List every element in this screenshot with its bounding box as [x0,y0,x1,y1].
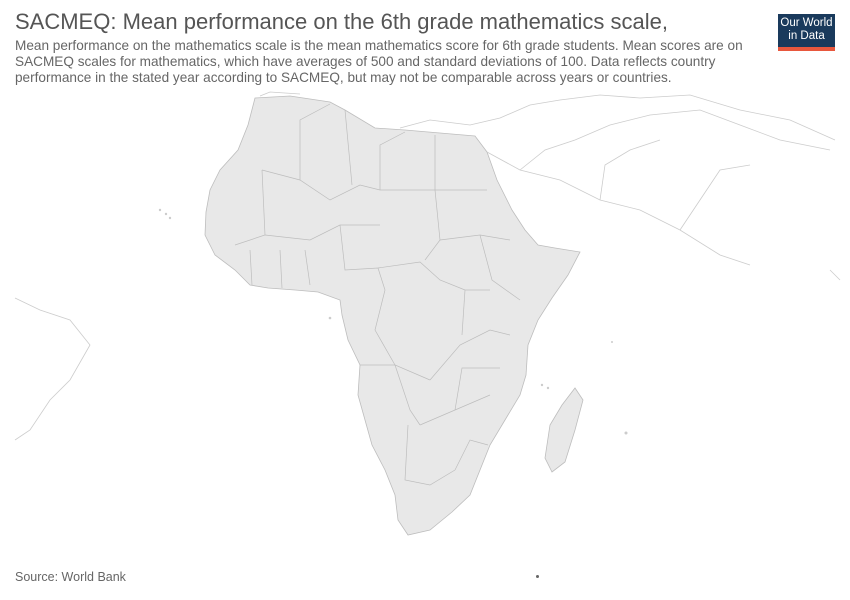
source-note: Source: World Bank [15,570,126,584]
madagascar[interactable] [544,387,584,473]
chart-title: SACMEQ: Mean performance on the 6th grad… [15,9,668,34]
owid-logo[interactable]: Our World in Data [778,14,835,51]
chart-subtitle: Mean performance on the mathematics scal… [15,38,743,85]
country-borders [234,103,521,486]
africa-landmass[interactable] [204,95,581,536]
surrounding-landmass-outlines [14,91,841,441]
small-islands [158,208,628,435]
timeline-marker[interactable] [536,575,539,578]
logo-line-2: in Data [788,30,825,42]
africa-map[interactable] [0,84,850,570]
logo-line-1: Our World [780,17,833,29]
